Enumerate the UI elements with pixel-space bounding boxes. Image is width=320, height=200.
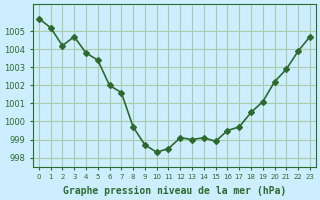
X-axis label: Graphe pression niveau de la mer (hPa): Graphe pression niveau de la mer (hPa) [63, 186, 286, 196]
